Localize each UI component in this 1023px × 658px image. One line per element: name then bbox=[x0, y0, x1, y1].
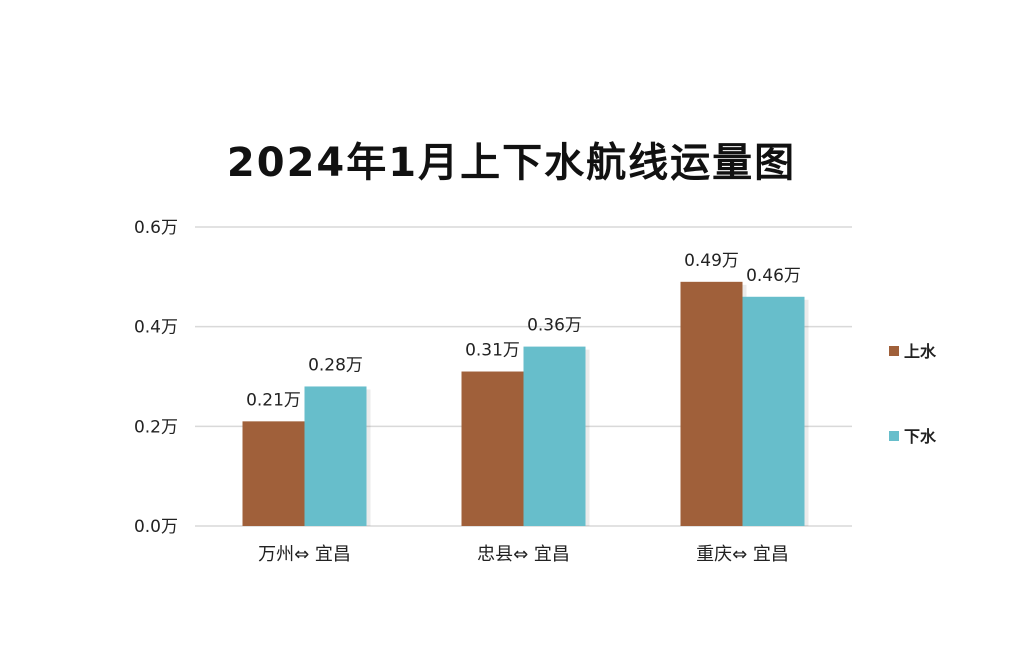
bar-xia bbox=[304, 386, 367, 526]
data-label: 0.31万 bbox=[465, 341, 520, 361]
bar-xia bbox=[523, 346, 586, 526]
x-category-label: 忠县⇔ 宜昌 bbox=[477, 544, 570, 565]
bar-xia bbox=[742, 296, 805, 526]
x-category-label: 万州⇔ 宜昌 bbox=[258, 544, 351, 565]
data-label: 0.46万 bbox=[746, 266, 801, 286]
legend-label: 上水 bbox=[904, 342, 937, 361]
data-label: 0.28万 bbox=[308, 355, 363, 375]
bar-shang bbox=[242, 421, 305, 526]
data-label: 0.49万 bbox=[684, 251, 739, 271]
y-tick-label: 0.2万 bbox=[134, 417, 178, 437]
bar-shang bbox=[680, 281, 743, 526]
x-category-label: 重庆⇔ 宜昌 bbox=[696, 544, 789, 565]
data-label: 0.21万 bbox=[246, 390, 301, 410]
legend-swatch bbox=[889, 431, 899, 441]
bar-shang bbox=[461, 371, 524, 526]
y-tick-label: 0.4万 bbox=[134, 318, 178, 338]
legend-label: 下水 bbox=[904, 427, 937, 446]
legend-swatch bbox=[889, 346, 899, 356]
y-tick-label: 0.6万 bbox=[134, 218, 178, 238]
data-label: 0.36万 bbox=[527, 316, 582, 336]
chart-title: 2024年1月上下水航线运量图 bbox=[226, 140, 797, 186]
y-tick-label: 0.0万 bbox=[134, 517, 178, 537]
